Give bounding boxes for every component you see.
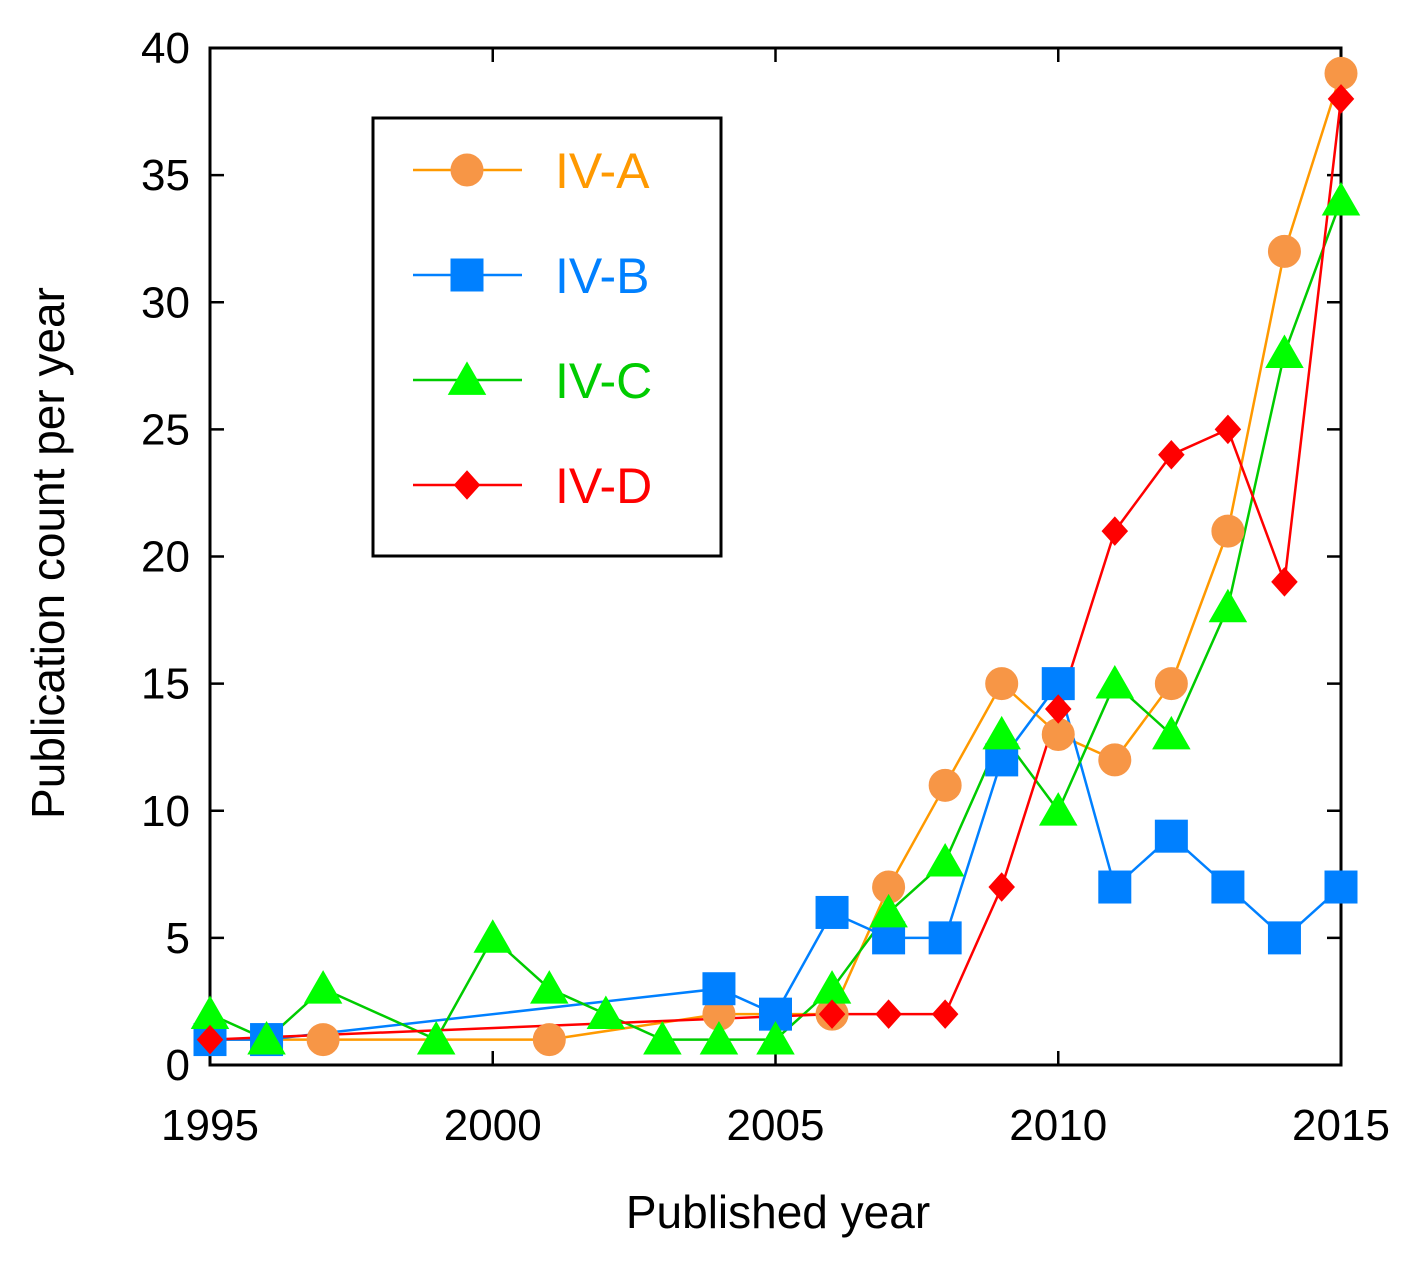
data-point-iv-b [1211, 870, 1245, 904]
series-line-iv-a [210, 73, 1343, 1041]
tick-labels: 0 5 10 15 20 25 30 35 40 1995 2000 2005 2010 2015 [141, 24, 1390, 1150]
legend: IV-A IV-B IV-C IV-D [371, 116, 723, 558]
data-point-iv-c [1265, 334, 1304, 368]
data-point-iv-a [306, 1023, 340, 1057]
x-tick-label: 2010 [1009, 1101, 1107, 1150]
data-point-iv-c [1038, 792, 1078, 826]
data-point-iv-a [1211, 514, 1245, 548]
data-point-iv-b [815, 895, 849, 929]
data-point-iv-c [473, 919, 513, 953]
data-point-iv-b [1267, 921, 1301, 955]
data-point-iv-c [190, 995, 230, 1030]
y-tick-label: 20 [141, 533, 190, 582]
data-point-iv-c [1152, 715, 1191, 750]
x-tick-label: 1995 [161, 1101, 259, 1150]
data-point-iv-d [196, 1024, 224, 1055]
legend-marker-iv-c [447, 361, 487, 395]
data-point-iv-c [643, 1020, 682, 1055]
data-point-iv-b [1324, 870, 1358, 904]
x-tick-label: 2005 [727, 1101, 825, 1150]
data-point-iv-d [931, 999, 959, 1029]
data-point-iv-c [869, 893, 908, 928]
data-point-iv-b [1154, 819, 1188, 853]
legend-label-iv-b: IV-B [555, 248, 649, 304]
legend-label-iv-d: IV-D [555, 458, 652, 514]
legend-label-iv-a: IV-A [555, 143, 650, 199]
y-tick-label: 40 [141, 24, 190, 73]
data-point-iv-d [1214, 414, 1242, 445]
legend-label-iv-c: IV-C [555, 353, 652, 409]
data-point-iv-a [985, 667, 1019, 701]
data-point-iv-c [925, 842, 965, 877]
y-tick-label: 25 [141, 405, 190, 454]
data-point-iv-d [818, 999, 846, 1029]
x-tick-label: 2000 [444, 1101, 542, 1150]
data-point-iv-b [702, 972, 736, 1006]
data-point-iv-d [988, 872, 1015, 902]
data-point-iv-d [1101, 516, 1129, 546]
data-point-iv-a [532, 1023, 566, 1057]
y-tick-label: 15 [141, 660, 190, 709]
data-point-iv-a [1098, 743, 1132, 777]
y-axis-label: Publication count per year [22, 287, 74, 819]
data-point-iv-d [875, 999, 902, 1029]
series-markers [190, 56, 1361, 1057]
data-point-iv-b [928, 921, 962, 955]
y-tick-label: 30 [141, 278, 190, 327]
legend-marker-iv-d [453, 470, 481, 500]
data-point-iv-d [1327, 84, 1355, 114]
data-point-iv-a [1267, 234, 1301, 268]
data-point-iv-c [247, 1020, 286, 1055]
data-point-iv-d [1271, 567, 1298, 597]
data-point-iv-c [586, 995, 626, 1030]
data-point-iv-a [1154, 667, 1188, 701]
data-point-iv-c [1321, 181, 1361, 216]
data-point-iv-c [416, 1020, 456, 1055]
y-tick-label: 0 [166, 1041, 190, 1090]
data-point-iv-c [699, 1020, 739, 1055]
data-point-iv-d [1158, 440, 1185, 470]
data-point-iv-c [303, 970, 343, 1004]
data-point-iv-b [1098, 870, 1132, 904]
x-tick-label: 2015 [1292, 1101, 1390, 1150]
axis-ticks [208, 46, 1343, 1067]
y-tick-label: 35 [141, 151, 190, 200]
legend-marker-iv-b [450, 258, 484, 292]
data-point-iv-a [928, 768, 962, 802]
data-point-iv-d [1044, 694, 1072, 724]
legend-marker-iv-a [450, 153, 484, 187]
data-point-iv-c [1208, 588, 1248, 623]
data-point-iv-c [530, 970, 569, 1004]
x-axis-label: Published year [626, 1186, 930, 1238]
data-point-iv-c [1095, 665, 1135, 699]
legend-box [371, 116, 723, 558]
data-point-iv-c [982, 715, 1021, 750]
y-tick-label: 5 [166, 914, 190, 963]
data-point-iv-c [756, 1020, 795, 1055]
y-tick-label: 10 [141, 787, 190, 836]
